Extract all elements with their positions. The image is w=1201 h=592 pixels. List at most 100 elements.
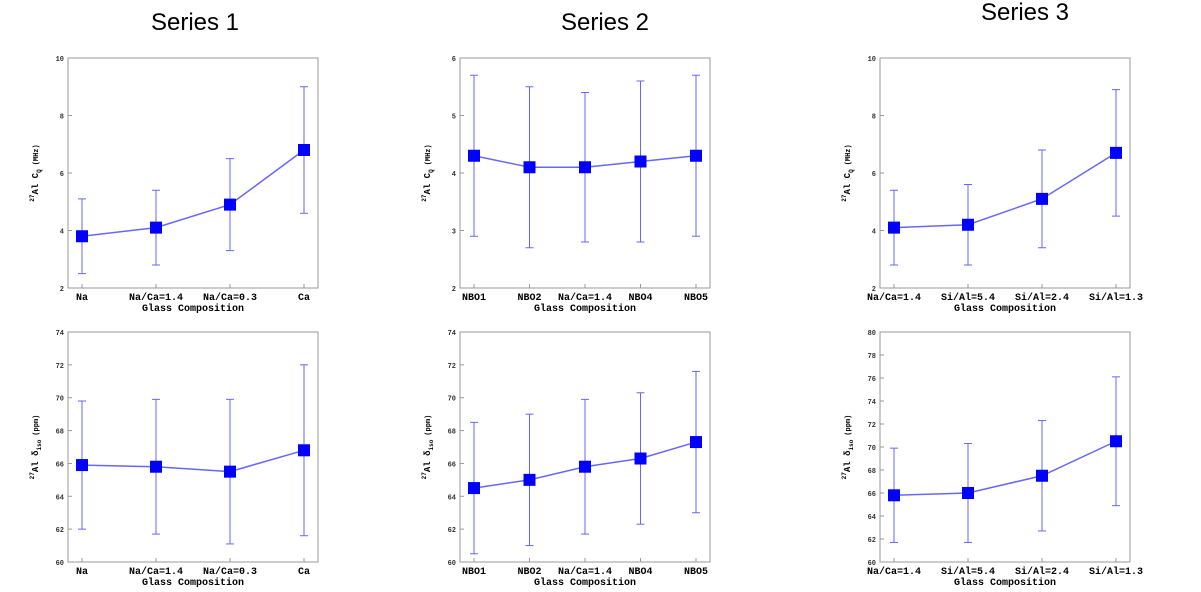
y-tick-label: 60	[448, 560, 456, 568]
x-axis-label: Glass Composition	[954, 577, 1056, 589]
plot-frame	[879, 331, 1131, 563]
plot-frame	[67, 57, 319, 289]
plot-frame	[67, 331, 319, 563]
y-tick-label: 70	[56, 396, 64, 404]
data-point	[298, 444, 310, 457]
x-axis-label: Glass Composition	[534, 577, 636, 589]
y-label-unit: (ppm)	[845, 415, 853, 436]
y-label-sub: Q	[428, 169, 435, 173]
x-axis-label: Glass Composition	[954, 303, 1056, 315]
x-tick-label: NBO4	[628, 567, 652, 578]
y-label-unit: (ppm)	[33, 415, 41, 436]
data-point	[1110, 435, 1122, 448]
x-tick-label: Na/Ca=1.4	[867, 292, 921, 304]
data-line	[893, 440, 1117, 497]
y-label-base: Al C	[31, 172, 41, 194]
x-tick-label: Si/Al=5.4	[941, 292, 995, 304]
x-tick-label: NBO5	[684, 293, 708, 304]
y-tick-label: 4	[60, 229, 64, 237]
y-tick-label: 6	[452, 56, 456, 64]
y-tick-label: 2	[60, 286, 64, 294]
x-tick-label: Si/Al=2.4	[1015, 292, 1069, 304]
y-tick-label: 6	[60, 171, 64, 179]
y-tick-label: 60	[868, 560, 876, 568]
x-tick-label: Na/Ca=1.4	[867, 566, 921, 578]
data-point	[150, 460, 162, 473]
y-tick-label: 78	[868, 353, 876, 361]
plot-frame	[879, 57, 1131, 289]
data-point	[690, 149, 702, 162]
x-tick-label: Na/Ca=1.4	[558, 292, 612, 304]
y-tick-label: 68	[868, 468, 876, 476]
column-title: Series 2	[561, 9, 649, 36]
y-label-sup: 27	[29, 472, 36, 480]
y-tick-label: 2	[872, 286, 876, 294]
y-label-unit: (MHz)	[845, 144, 853, 165]
y-tick-label: 76	[868, 376, 876, 384]
y-label-sub: Q	[36, 169, 43, 173]
y-label-sup: 27	[841, 194, 848, 202]
x-tick-label: Na/Ca=0.3	[203, 292, 257, 304]
x-axis-label: Glass Composition	[142, 577, 244, 589]
y-axis-label: 27Al δiso (ppm)	[841, 415, 855, 480]
y-tick-label: 74	[448, 330, 456, 338]
y-label-base: Al δ	[31, 450, 41, 472]
data-point	[962, 487, 974, 499]
data-point	[1036, 469, 1048, 482]
x-tick-label: Na	[76, 293, 88, 304]
data-point	[523, 473, 536, 486]
y-tick-label: 72	[868, 422, 876, 430]
data-point	[888, 221, 900, 234]
y-tick-label: 74	[56, 330, 64, 338]
data-point	[1036, 192, 1048, 205]
column-title: Series 1	[151, 9, 239, 36]
data-point	[224, 465, 236, 478]
data-point	[1110, 146, 1122, 159]
data-point	[523, 161, 536, 174]
data-line	[81, 149, 305, 237]
data-point	[579, 460, 591, 473]
y-tick-label: 72	[56, 363, 64, 371]
x-tick-label: Si/Al=1.3	[1089, 292, 1143, 304]
y-label-sup: 27	[841, 472, 848, 480]
y-axis-label: 27Al δiso (ppm)	[421, 415, 435, 480]
y-tick-label: 62	[56, 527, 64, 535]
y-tick-label: 68	[56, 429, 64, 437]
y-label-base: Al C	[843, 172, 853, 194]
x-tick-label: Na	[76, 567, 88, 578]
y-label-unit: (MHz)	[33, 144, 41, 165]
x-tick-label: Si/Al=5.4	[941, 566, 995, 578]
data-line	[81, 449, 305, 473]
y-tick-label: 4	[872, 229, 876, 237]
x-tick-label: Na/Ca=0.3	[203, 566, 257, 578]
y-tick-label: 6	[872, 171, 876, 179]
y-tick-label: 10	[868, 56, 876, 64]
y-tick-label: 5	[452, 114, 456, 122]
y-axis-label: 27Al CQ (MHz)	[421, 144, 435, 201]
x-tick-label: Na/Ca=1.4	[129, 566, 183, 578]
data-line	[893, 152, 1117, 229]
data-point	[150, 221, 162, 234]
data-point	[76, 230, 88, 243]
y-label-sub: iso	[848, 439, 855, 450]
data-point	[634, 155, 647, 168]
y-tick-label: 8	[872, 114, 876, 122]
y-axis-label: 27Al δiso (ppm)	[29, 415, 43, 480]
data-point	[690, 436, 702, 449]
x-tick-label: NBO2	[517, 293, 541, 304]
y-tick-label: 74	[868, 399, 876, 407]
y-tick-label: 62	[448, 527, 456, 535]
x-axis-label: Glass Composition	[142, 303, 244, 315]
data-point	[888, 489, 900, 502]
y-tick-label: 80	[868, 330, 876, 338]
y-axis-label: 27Al CQ (MHz)	[29, 144, 43, 201]
y-tick-label: 66	[56, 461, 64, 469]
x-tick-label: Si/Al=2.4	[1015, 566, 1069, 578]
x-axis-label: Glass Composition	[534, 303, 636, 315]
y-tick-label: 60	[56, 560, 64, 568]
data-point	[298, 144, 310, 156]
y-label-sup: 27	[421, 472, 428, 480]
y-label-sup: 27	[421, 194, 428, 202]
x-tick-label: Na/Ca=1.4	[129, 292, 183, 304]
x-tick-label: Ca	[298, 293, 310, 304]
